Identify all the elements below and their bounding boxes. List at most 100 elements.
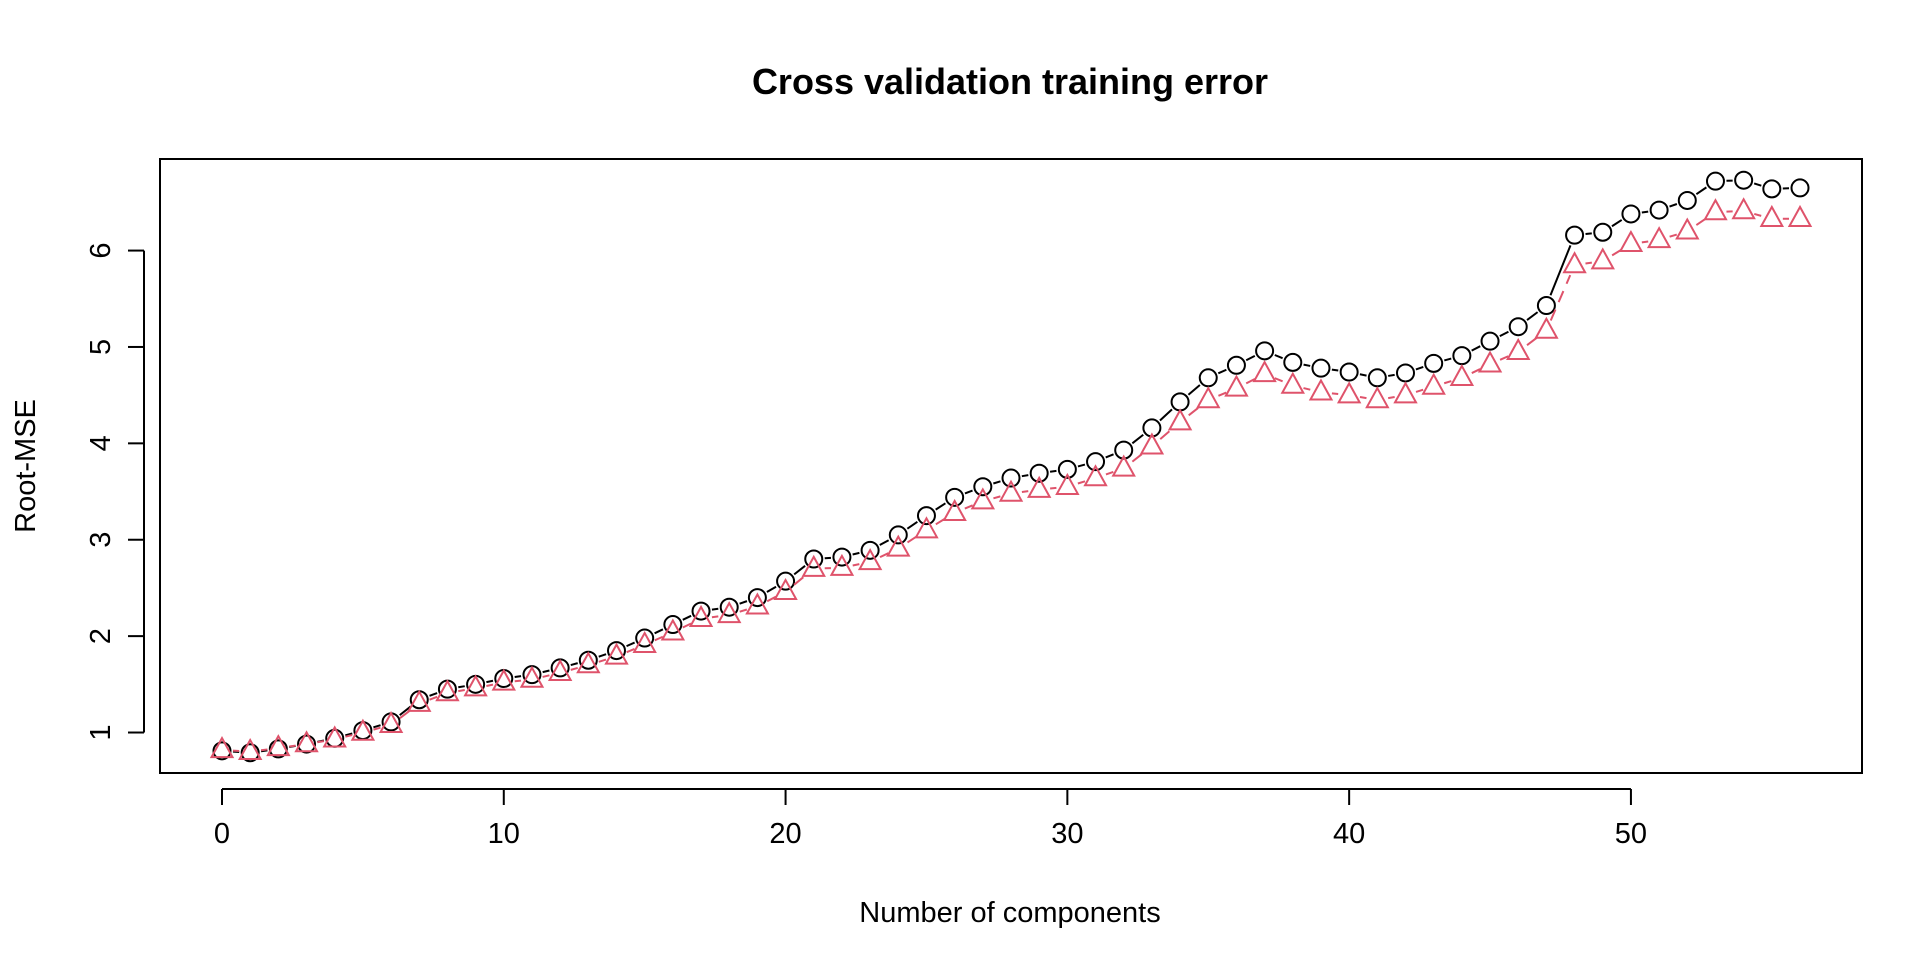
data-point — [1086, 452, 1106, 472]
data-point — [632, 630, 657, 654]
series-line-segment — [1131, 433, 1144, 445]
series-line-segment — [486, 683, 494, 687]
series-line-segment — [879, 539, 890, 546]
series-line-segment — [260, 748, 268, 752]
series-line-segment — [1077, 463, 1086, 468]
series-line-segment — [1359, 373, 1367, 377]
data-point — [547, 658, 573, 681]
series-line-segment — [1753, 212, 1762, 217]
data-point — [1336, 381, 1362, 404]
data-point — [1311, 358, 1331, 378]
data-point — [747, 588, 767, 608]
data-point — [350, 718, 376, 741]
data-point — [1705, 171, 1725, 191]
series-line-segment — [1641, 210, 1649, 214]
data-point — [1646, 226, 1672, 249]
series-line-segment — [1217, 368, 1227, 375]
data-point — [1196, 386, 1221, 409]
data-point — [1762, 179, 1782, 199]
data-point — [519, 665, 545, 688]
data-point — [888, 525, 908, 545]
data-point — [1026, 475, 1052, 498]
series-line-segment — [1443, 380, 1452, 385]
x-axis: 0 10 20 30 40 50 — [214, 788, 1647, 850]
data-point — [1308, 378, 1334, 401]
plot-frame — [159, 158, 1863, 774]
data-point — [832, 547, 852, 567]
series-line-segment — [458, 685, 465, 689]
series-1 — [212, 170, 1810, 763]
series-line-segment — [766, 585, 777, 593]
data-point — [1675, 217, 1700, 240]
data-point — [1255, 341, 1275, 361]
data-point — [1593, 222, 1613, 242]
series-line-segment — [1549, 244, 1572, 296]
data-point — [1734, 170, 1754, 190]
series-line-segment — [1159, 428, 1173, 440]
data-point — [829, 553, 855, 576]
data-point — [1365, 386, 1390, 409]
series-line-segment — [793, 574, 806, 586]
data-point — [1618, 229, 1644, 253]
y-tick-label: 5 — [85, 339, 117, 355]
x-axis-label: Number of components — [859, 897, 1160, 929]
data-point — [1198, 368, 1218, 388]
data-point — [1280, 371, 1305, 394]
chart-title: Cross validation training error — [752, 61, 1268, 102]
data-point — [1224, 374, 1249, 397]
data-point — [1057, 459, 1077, 479]
series-line-segment — [1105, 453, 1114, 459]
data-point — [717, 601, 742, 624]
series-line-segment — [1021, 490, 1029, 493]
data-point — [1452, 346, 1472, 366]
series-line-segment — [1471, 345, 1481, 352]
x-tick-label: 40 — [1333, 818, 1365, 850]
data-point — [491, 668, 516, 691]
series-line-segment — [993, 495, 1001, 500]
series-line-segment — [1695, 186, 1707, 196]
y-axis: 1 2 3 4 5 6 — [85, 242, 145, 741]
series-line-segment — [1669, 203, 1678, 208]
data-point — [860, 540, 880, 560]
data-point — [1001, 468, 1021, 488]
data-point — [886, 534, 911, 557]
data-point — [745, 592, 770, 615]
data-point — [322, 725, 347, 748]
data-point — [916, 506, 936, 526]
series-line-segment — [1359, 396, 1367, 400]
series-line-segment — [793, 565, 806, 576]
series-line-segment — [514, 675, 522, 679]
data-point — [1565, 225, 1585, 245]
series-line-segment — [373, 726, 381, 731]
series-line-segment — [542, 669, 550, 674]
series-line-segment — [906, 521, 918, 530]
data-point — [691, 601, 711, 621]
series-line-segment — [458, 689, 465, 693]
series-line-segment — [1585, 232, 1592, 236]
series-line-segment — [1049, 469, 1057, 473]
series-line-segment — [739, 608, 748, 613]
data-point — [1534, 316, 1559, 339]
series-line-segment — [1669, 233, 1678, 238]
data-point — [998, 479, 1024, 502]
data-point — [576, 651, 601, 674]
series-line-segment — [1303, 387, 1311, 391]
data-point — [1790, 178, 1810, 198]
series-line-segment — [1274, 354, 1283, 360]
data-point — [1139, 432, 1165, 455]
y-tick-label: 2 — [85, 628, 117, 644]
data-point — [801, 554, 826, 577]
x-tick-label: 0 — [214, 818, 230, 850]
y-tick-label: 6 — [85, 242, 117, 258]
data-point — [1283, 352, 1303, 372]
data-point — [1536, 296, 1556, 316]
series-line-segment — [1499, 330, 1509, 338]
x-tick-label: 10 — [488, 818, 520, 850]
data-point — [237, 737, 263, 761]
data-point — [973, 477, 993, 497]
series-line-segment — [1444, 357, 1452, 362]
data-point — [297, 734, 317, 754]
series-line-segment — [598, 653, 607, 658]
series-line-segment — [1499, 355, 1509, 361]
data-point — [1562, 251, 1587, 274]
